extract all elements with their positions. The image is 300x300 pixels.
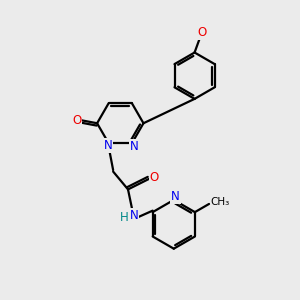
Text: N: N xyxy=(171,190,180,203)
Text: O: O xyxy=(72,114,82,127)
Text: CH₃: CH₃ xyxy=(211,197,230,208)
Text: N: N xyxy=(130,140,139,153)
Text: O: O xyxy=(197,26,206,39)
Text: O: O xyxy=(149,171,159,184)
Text: N: N xyxy=(130,209,138,222)
Text: H: H xyxy=(120,211,128,224)
Text: N: N xyxy=(104,139,112,152)
